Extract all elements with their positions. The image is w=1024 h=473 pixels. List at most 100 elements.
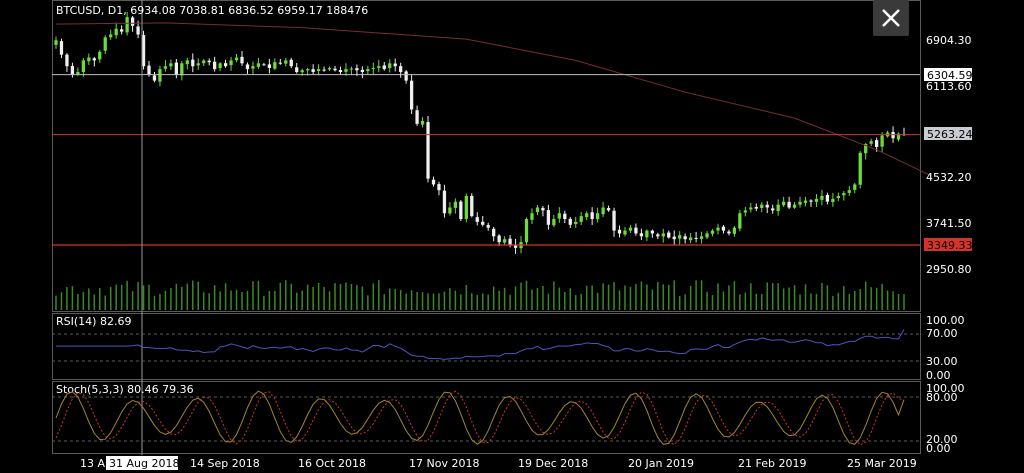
close-button[interactable] bbox=[873, 0, 909, 36]
candle bbox=[475, 212, 479, 226]
candle bbox=[601, 201, 605, 218]
price-tick: 2950.80 bbox=[926, 263, 972, 276]
crosshair-date-label: 31 Aug 2018 bbox=[109, 457, 179, 470]
candle bbox=[371, 62, 375, 75]
candle bbox=[382, 62, 386, 71]
volume-bar bbox=[503, 287, 506, 310]
crosshair-date-bg bbox=[106, 456, 178, 470]
volume-bar bbox=[837, 292, 840, 310]
volume-bar bbox=[553, 281, 555, 310]
volume-bar bbox=[514, 286, 517, 310]
candle bbox=[568, 217, 572, 228]
candle bbox=[771, 204, 775, 214]
volume-bar bbox=[60, 292, 63, 310]
volume-bar bbox=[438, 293, 440, 310]
volume-bar bbox=[252, 281, 254, 310]
candle bbox=[393, 58, 397, 72]
candle bbox=[213, 56, 217, 72]
volume-bar bbox=[82, 291, 85, 310]
volume-bar bbox=[886, 290, 889, 310]
volume-bar bbox=[481, 293, 484, 310]
candle bbox=[557, 207, 561, 223]
rsi-axis: 100.00 70.00 30.00 0.00 bbox=[926, 314, 965, 382]
volume-bar bbox=[695, 280, 697, 310]
candle bbox=[251, 61, 255, 75]
volume-bar bbox=[235, 289, 238, 310]
volume-bar bbox=[673, 280, 675, 310]
candle bbox=[497, 234, 501, 247]
candle bbox=[617, 225, 622, 238]
candle bbox=[442, 184, 447, 218]
volume-bar bbox=[350, 284, 353, 310]
price-tag-gray-bg bbox=[924, 127, 972, 140]
candle bbox=[842, 191, 846, 201]
rsi-tick: 30.00 bbox=[926, 355, 958, 368]
candle bbox=[595, 207, 600, 223]
candle bbox=[322, 66, 326, 72]
volume-bar bbox=[700, 280, 703, 310]
candle bbox=[885, 130, 890, 138]
candle bbox=[120, 25, 124, 35]
candle bbox=[705, 231, 709, 240]
candle bbox=[420, 117, 425, 128]
volume-bar bbox=[854, 291, 856, 310]
candle bbox=[333, 65, 337, 72]
volume-bar bbox=[361, 286, 364, 310]
date-label: 19 Dec 2018 bbox=[518, 457, 588, 470]
volume-bar bbox=[635, 283, 637, 310]
candle bbox=[81, 58, 85, 77]
volume-bar bbox=[525, 280, 528, 310]
candle bbox=[535, 204, 540, 216]
candle bbox=[732, 225, 737, 237]
candle bbox=[585, 211, 589, 221]
candle bbox=[278, 58, 282, 65]
candle bbox=[431, 176, 436, 187]
volume-bar bbox=[192, 280, 194, 310]
candle bbox=[814, 194, 819, 208]
volume-bar bbox=[416, 291, 418, 310]
stoch-tick: 20.00 bbox=[926, 433, 958, 446]
volume-bar bbox=[487, 294, 489, 310]
volume-bar bbox=[618, 290, 621, 310]
volume-bar bbox=[290, 283, 293, 310]
volume-bar bbox=[257, 280, 260, 310]
candle bbox=[672, 230, 676, 245]
volume-bar bbox=[55, 295, 57, 310]
stoch-main-line bbox=[55, 390, 905, 445]
candle bbox=[437, 181, 441, 196]
volume-bar bbox=[213, 285, 216, 310]
stoch-tick: 0.00 bbox=[926, 442, 951, 455]
price-tag-gray: 5263.24 bbox=[927, 128, 973, 141]
volume-bar bbox=[826, 285, 829, 310]
candle bbox=[196, 58, 200, 70]
stoch-axis: 100.00 80.00 20.00 0.00 bbox=[926, 382, 965, 455]
volume-bar bbox=[722, 291, 725, 310]
candle bbox=[869, 138, 873, 147]
volume-bar bbox=[755, 293, 758, 310]
volume-bar bbox=[498, 290, 500, 310]
volume-bar bbox=[651, 289, 654, 310]
volume-bar bbox=[859, 289, 861, 310]
volume-bar bbox=[230, 290, 232, 310]
volume-bar bbox=[465, 285, 468, 310]
candle bbox=[738, 209, 742, 232]
volume-bar bbox=[662, 284, 665, 310]
candle bbox=[645, 229, 649, 241]
volume-bar bbox=[301, 290, 303, 310]
candle bbox=[338, 66, 343, 76]
price-tick: 4532.20 bbox=[926, 171, 972, 184]
volume-bar bbox=[394, 288, 396, 310]
candle bbox=[54, 36, 58, 49]
volume-bar bbox=[295, 292, 298, 310]
candle bbox=[694, 231, 698, 243]
candle bbox=[787, 196, 791, 209]
candle bbox=[316, 64, 321, 76]
volume-bar bbox=[399, 289, 402, 310]
volume-bar bbox=[542, 285, 544, 310]
candle bbox=[667, 230, 671, 239]
candle bbox=[606, 205, 611, 212]
candle bbox=[825, 192, 830, 205]
volume-bar bbox=[613, 282, 615, 310]
candle bbox=[174, 59, 179, 79]
